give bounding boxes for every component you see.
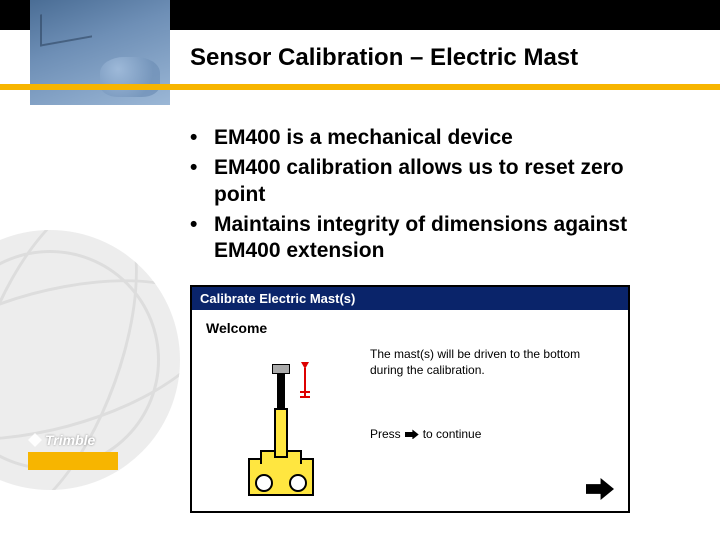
globe-watermark [0,230,180,490]
accent-rule [0,84,720,90]
dialog-titlebar: Calibrate Electric Mast(s) [192,287,628,310]
header-row: Sensor Calibration – Electric Mast [0,44,720,110]
dialog-heading: Welcome [206,320,614,336]
press-prefix: Press [370,426,401,442]
dialog-text: The mast(s) will be driven to the bottom… [370,346,614,496]
bullet-text: EM400 calibration allows us to reset zer… [214,155,660,208]
mast-illustration [206,346,356,496]
calibrate-dialog: Calibrate Electric Mast(s) Welcome The m… [190,285,630,513]
brand-logo: Trimble [28,432,95,448]
bullet-item: • EM400 is a mechanical device [190,125,660,151]
slide-title: Sensor Calibration – Electric Mast [190,44,578,72]
bullet-marker: • [190,155,214,208]
bullet-list: • EM400 is a mechanical device • EM400 c… [190,125,660,268]
arrow-right-icon [405,429,419,439]
bullet-item: • EM400 calibration allows us to reset z… [190,155,660,208]
press-suffix: to continue [423,426,482,442]
down-marker-icon [304,368,306,398]
brand-accent-strip [28,452,118,470]
bullet-item: • Maintains integrity of dimensions agai… [190,212,660,265]
bullet-marker: • [190,212,214,265]
brand-text: Trimble [45,432,95,448]
bullet-marker: • [190,125,214,151]
brand-glyph-icon [28,433,42,447]
dialog-description: The mast(s) will be driven to the bottom… [370,346,614,378]
dialog-body: Welcome The mast(s) will be driven to th… [192,310,628,510]
dialog-press-line: Press to continue [370,426,614,442]
bullet-text: EM400 is a mechanical device [214,125,660,151]
bullet-text: Maintains integrity of dimensions agains… [214,212,660,265]
